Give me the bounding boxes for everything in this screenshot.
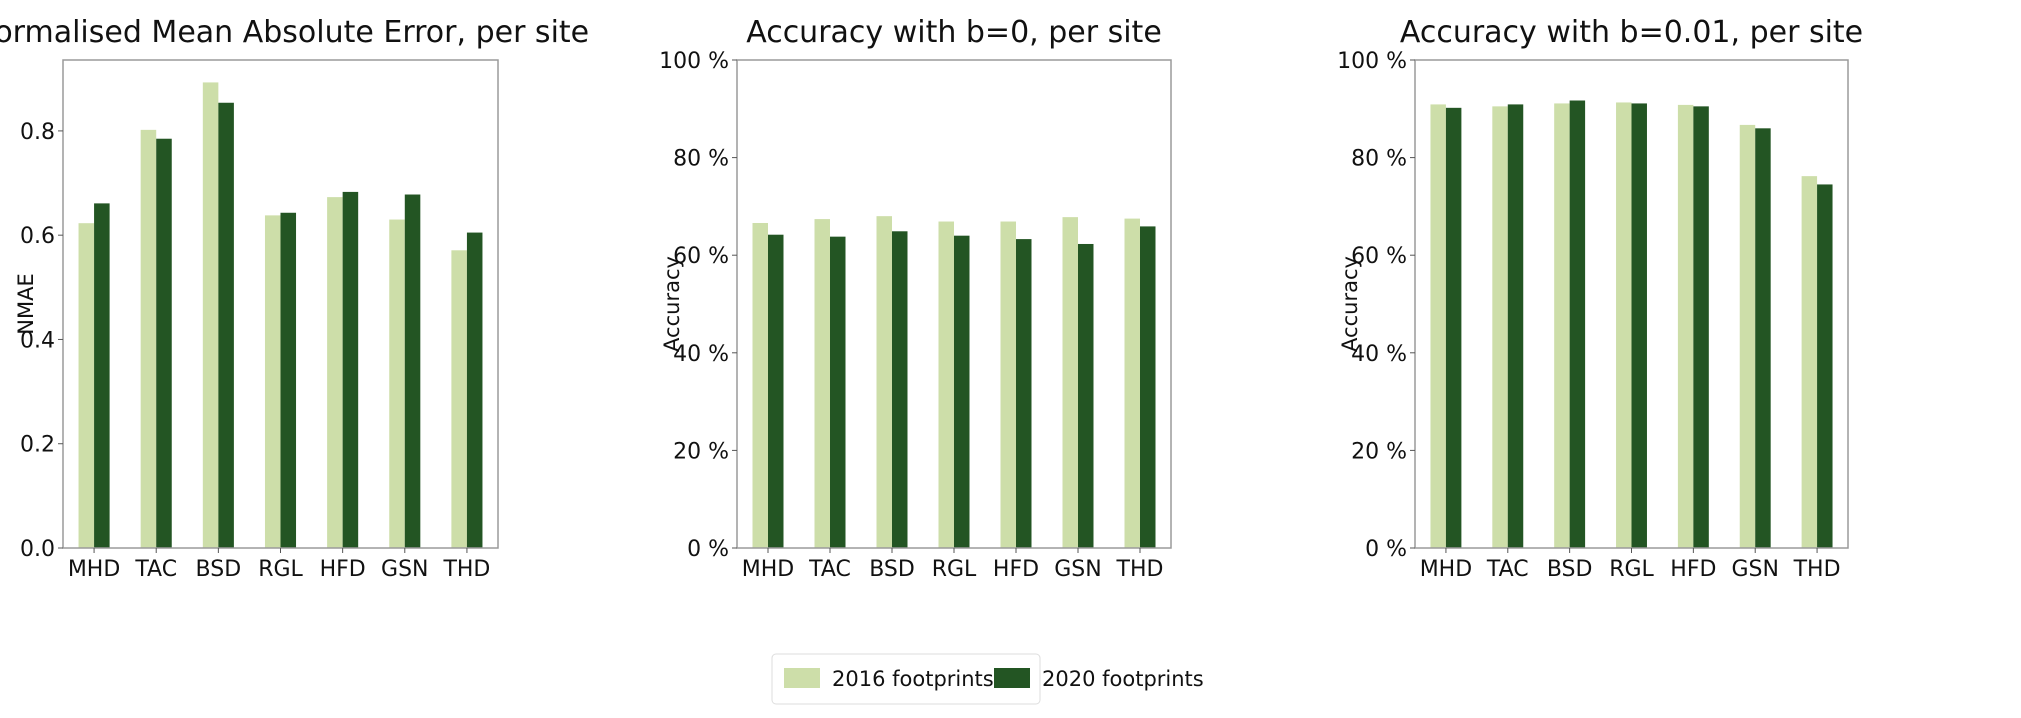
bar-thd-2016 xyxy=(1801,176,1818,549)
bar-tac-2016 xyxy=(1492,106,1508,549)
bar-thd-2016 xyxy=(451,250,467,549)
bar-mhd-2016 xyxy=(752,222,768,548)
bar-gsn-2016 xyxy=(1062,217,1078,549)
bar-tac-2016 xyxy=(814,219,830,548)
x-tick-label: TAC xyxy=(134,557,177,582)
bar-thd-2020 xyxy=(466,232,483,549)
bar-bsd-2016 xyxy=(202,82,219,549)
x-tick-label: THD xyxy=(1793,557,1841,582)
bar-gsn-2016 xyxy=(1739,124,1756,549)
bar-gsn-2020 xyxy=(1078,243,1094,548)
bar-thd-2016 xyxy=(1124,218,1140,548)
bar-tac-2020 xyxy=(830,236,846,548)
y-tick-label: 20 % xyxy=(673,439,729,464)
x-tick-label: RGL xyxy=(1609,557,1654,582)
bar-hfd-2016 xyxy=(327,197,343,548)
y-tick-label: 100 % xyxy=(659,49,729,74)
y-tick-label: 0.8 xyxy=(20,120,55,145)
bar-rgl-2016 xyxy=(1616,102,1632,549)
x-tick-label: BSD xyxy=(196,557,242,582)
legend: 2016 footprints 2020 footprints xyxy=(771,653,1204,705)
bar-mhd-2020 xyxy=(768,234,784,549)
y-tick-label: 0 % xyxy=(687,537,729,562)
bar-rgl-2020 xyxy=(1631,103,1647,548)
x-tick-label: HFD xyxy=(993,557,1039,582)
bar-hfd-2020 xyxy=(342,191,359,548)
y-tick-label: 0 % xyxy=(1365,537,1407,562)
bar-tac-2020 xyxy=(156,138,172,548)
bar-hfd-2016 xyxy=(1000,221,1016,548)
y-tick-label: 40 % xyxy=(1351,342,1407,367)
x-tick-label: TAC xyxy=(1486,557,1529,582)
legend-swatch-2020 xyxy=(994,668,1030,688)
y-tick-label: 40 % xyxy=(673,342,729,367)
chart-2: Accuracy with b=0, per site Accuracy 0 % 20… xyxy=(659,15,1172,582)
bar-tac-2016 xyxy=(140,129,157,548)
x-tick-label: THD xyxy=(442,557,490,582)
y-axis-label: NMAE xyxy=(14,273,38,334)
chart-title: Normalised Mean Absolute Error, per site xyxy=(0,15,589,50)
bar-mhd-2016 xyxy=(1430,104,1446,549)
x-tick-label: HFD xyxy=(1670,557,1716,582)
x-tick-label: MHD xyxy=(742,557,794,582)
x-tick-label: RGL xyxy=(258,557,303,582)
x-tick-label: BSD xyxy=(869,557,915,582)
x-tick-label: GSN xyxy=(381,557,428,582)
legend-swatch-2016 xyxy=(784,668,820,688)
bar-mhd-2020 xyxy=(1445,107,1462,548)
x-tick-label: GSN xyxy=(1054,557,1101,582)
bar-rgl-2020 xyxy=(280,212,297,548)
bar-mhd-2020 xyxy=(94,203,110,548)
y-tick-label: 0.2 xyxy=(20,433,55,458)
legend-frame xyxy=(771,653,1041,705)
x-tick-label: BSD xyxy=(1547,557,1593,582)
y-axis-label: Accuracy xyxy=(1338,256,1362,352)
y-tick-label: 60 % xyxy=(1351,244,1407,269)
bar-gsn-2020 xyxy=(404,194,421,548)
bar-bsd-2020 xyxy=(1569,100,1586,548)
bar-rgl-2016 xyxy=(938,221,954,548)
bar-bsd-2020 xyxy=(218,102,234,548)
x-tick-label: GSN xyxy=(1731,557,1778,582)
bar-hfd-2016 xyxy=(1677,104,1694,549)
bar-bsd-2016 xyxy=(876,216,892,548)
bar-gsn-2016 xyxy=(389,219,405,549)
y-axis-label: Accuracy xyxy=(660,256,684,352)
bar-hfd-2020 xyxy=(1693,106,1709,549)
y-tick-label: 20 % xyxy=(1351,439,1407,464)
legend-label-2020: 2020 footprints xyxy=(1042,667,1204,691)
bar-rgl-2020 xyxy=(954,235,970,548)
y-tick-label: 0.4 xyxy=(20,328,55,353)
bar-thd-2020 xyxy=(1140,226,1156,548)
x-tick-label: TAC xyxy=(808,557,851,582)
chart-title: Accuracy with b=0, per site xyxy=(746,15,1162,50)
y-tick-label: 80 % xyxy=(673,147,729,172)
y-tick-label: 100 % xyxy=(1337,49,1407,74)
y-tick-label: 60 % xyxy=(673,244,729,269)
x-tick-label: MHD xyxy=(1420,557,1472,582)
chart-title: Accuracy with b=0.01, per site xyxy=(1400,15,1863,50)
y-tick-label: 80 % xyxy=(1351,147,1407,172)
x-tick-label: HFD xyxy=(320,557,366,582)
bar-bsd-2020 xyxy=(892,231,908,548)
chart-1: Normalised Mean Absolute Error, per site… xyxy=(0,15,589,582)
bar-tac-2020 xyxy=(1507,104,1524,549)
bar-bsd-2016 xyxy=(1554,103,1570,548)
bar-thd-2020 xyxy=(1817,184,1833,548)
bar-gsn-2020 xyxy=(1755,128,1771,548)
chart-3: Accuracy with b=0.01, per site Accuracy 0 … xyxy=(1337,15,1863,582)
bar-rgl-2016 xyxy=(264,215,281,548)
y-tick-label: 0.0 xyxy=(20,537,55,562)
bar-mhd-2016 xyxy=(78,223,95,548)
x-tick-label: MHD xyxy=(68,557,120,582)
y-tick-label: 0.6 xyxy=(20,224,55,249)
x-tick-label: THD xyxy=(1116,557,1164,582)
legend-label-2016: 2016 footprints xyxy=(832,667,994,691)
bar-hfd-2020 xyxy=(1016,239,1032,548)
x-tick-label: RGL xyxy=(932,557,977,582)
